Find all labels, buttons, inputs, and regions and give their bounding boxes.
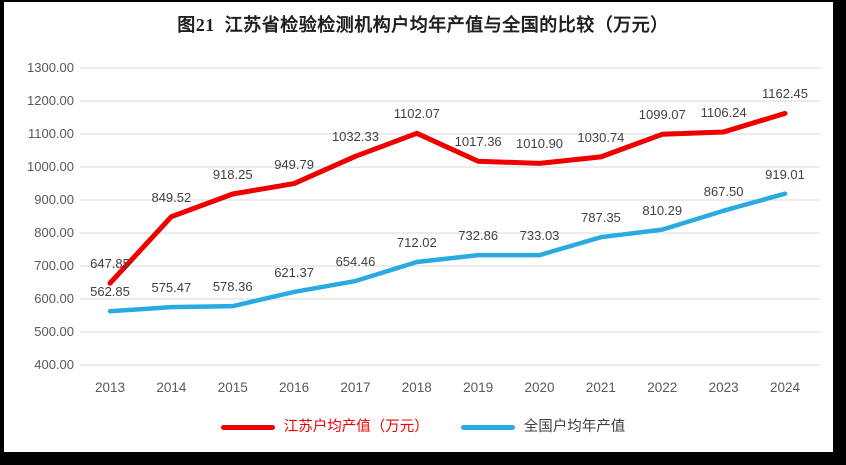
- legend: 江苏户均产值（万元） 全国户均年产值: [0, 417, 846, 437]
- legend-label-jiangsu: 江苏户均产值（万元）: [283, 419, 429, 435]
- chart-title: 图21 江苏省检验检测机构户均年产值与全国的比较（万元）: [177, 15, 669, 35]
- series-line-national: [107, 191, 788, 314]
- legend-label-national: 全国户均年产值: [523, 419, 626, 435]
- chart-panel: [4, 2, 833, 452]
- series-line-jiangsu: [107, 110, 788, 286]
- legend-swatch-jiangsu: [220, 424, 275, 430]
- legend-swatch-national: [460, 424, 515, 430]
